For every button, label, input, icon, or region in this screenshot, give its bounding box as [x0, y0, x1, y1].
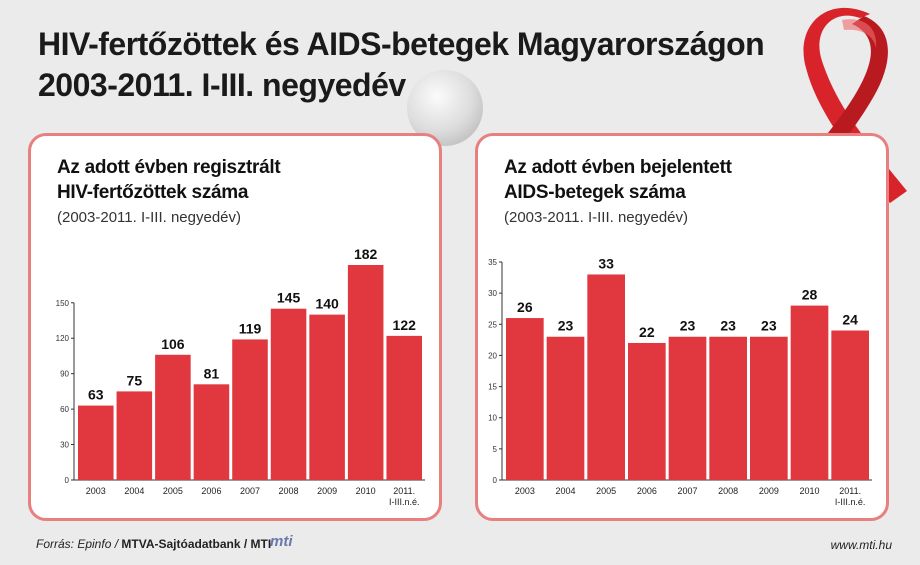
aids-x-tick-label: 2010 [799, 486, 819, 496]
aids-bar-value-label: 23 [680, 318, 696, 334]
hiv-y-tick-label: 0 [65, 476, 70, 485]
aids-x-tick-label: 2003 [515, 486, 535, 496]
hiv-x-tick-label: 2004 [124, 486, 144, 496]
hiv-x-tick-label: 2003 [86, 486, 106, 496]
aids-x-tick-label: 2011. [839, 486, 861, 496]
aids-x-tick-label: 2007 [677, 486, 697, 496]
hiv-x-tick-label: 2005 [163, 486, 183, 496]
aids-chart-panel: Az adott évben bejelentett AIDS-betegek … [475, 133, 889, 521]
aids-x-tick-label: 2009 [759, 486, 779, 496]
aids-bar [709, 336, 747, 480]
hiv-x-tick-label: 2008 [279, 486, 299, 496]
hiv-bar [347, 265, 384, 480]
hiv-y-tick-label: 120 [56, 334, 70, 343]
hiv-x-tick-label: I-III.n.é. [389, 497, 420, 507]
main-title-line1: HIV-fertőzöttek és AIDS-betegek Magyaror… [38, 26, 765, 62]
hiv-bar [232, 339, 268, 480]
aids-x-tick-label: 2008 [718, 486, 738, 496]
aids-y-tick-label: 10 [488, 414, 497, 423]
hiv-x-tick-label: 2007 [240, 486, 260, 496]
hiv-chart-title-line1: Az adott évben regisztrált [57, 157, 281, 178]
hiv-bar [386, 335, 422, 480]
aids-y-tick-label: 5 [493, 445, 498, 454]
aids-bar-value-label: 33 [598, 255, 614, 271]
aids-bar [790, 305, 829, 480]
aids-chart-title-line2: AIDS-betegek száma [504, 182, 686, 203]
aids-y-tick-label: 25 [488, 320, 497, 329]
hiv-bar [270, 308, 307, 480]
aids-bar [546, 336, 585, 480]
main-title-line2: 2003-2011. I-III. negyedév [38, 67, 406, 103]
hiv-bar-value-label: 63 [88, 387, 104, 403]
hiv-y-tick-label: 30 [60, 441, 69, 450]
aids-bar-value-label: 28 [802, 287, 818, 303]
hiv-x-tick-label: 2009 [317, 486, 337, 496]
hiv-bar-value-label: 106 [161, 336, 185, 352]
aids-bar [506, 318, 544, 480]
hiv-x-tick-label: 2011. [393, 486, 415, 496]
hiv-x-tick-label: 2010 [356, 486, 376, 496]
hiv-y-tick-label: 150 [56, 299, 70, 308]
hiv-x-tick-label: 2006 [201, 486, 221, 496]
aids-chart-title: Az adott évben bejelentett AIDS-betegek … [504, 155, 732, 205]
aids-x-tick-label: I-III.n.é. [835, 497, 866, 507]
hiv-bar-value-label: 119 [239, 320, 262, 336]
aids-bar-value-label: 22 [639, 324, 655, 340]
aids-bar [587, 274, 625, 480]
aids-bar-value-label: 26 [517, 299, 533, 315]
source-agency: MTVA-Sajtóadatbank / MTI [121, 537, 272, 551]
hiv-bar [193, 384, 230, 480]
aids-y-tick-label: 20 [488, 351, 497, 360]
aids-bar [628, 342, 666, 480]
hiv-bar-value-label: 75 [127, 372, 143, 388]
mti-logo: mti [270, 533, 293, 550]
aids-y-tick-label: 0 [493, 476, 498, 485]
aids-bar-value-label: 23 [761, 318, 777, 334]
hiv-bar-chart: 0 30 60 90 120 150 63 2003 75 2004 106 2005 81 2006 11… [56, 246, 425, 507]
hiv-bar-value-label: 182 [354, 246, 378, 262]
aids-x-tick-label: 2004 [555, 486, 575, 496]
aids-bar [831, 330, 869, 480]
aids-chart-subtitle: (2003-2011. I-III. negyedév) [504, 209, 688, 226]
aids-y-tick-label: 35 [488, 258, 497, 267]
aids-y-tick-label: 30 [488, 289, 497, 298]
hiv-bar-value-label: 81 [204, 365, 220, 381]
source-prefix: Forrás: Epinfo / [36, 537, 122, 551]
aids-bar [750, 336, 788, 480]
hiv-bar [155, 354, 191, 480]
aids-y-tick-label: 15 [488, 383, 497, 392]
source-url[interactable]: www.mti.hu [830, 538, 892, 552]
hiv-bar [78, 405, 114, 480]
aids-chart-title-line1: Az adott évben bejelentett [504, 157, 732, 178]
aids-bar-value-label: 23 [720, 318, 736, 334]
aids-x-tick-label: 2006 [637, 486, 657, 496]
aids-bar-value-label: 24 [842, 312, 858, 328]
hiv-bar [116, 391, 153, 480]
hiv-chart-panel: Az adott évben regisztrált HIV-fertőzött… [28, 133, 442, 521]
aids-bar [668, 336, 707, 480]
aids-x-tick-label: 2005 [596, 486, 616, 496]
hiv-chart-subtitle: (2003-2011. I-III. negyedév) [57, 209, 241, 226]
aids-bar-value-label: 23 [558, 318, 574, 334]
hiv-bar [309, 314, 345, 480]
source-credit: Forrás: Epinfo / MTVA-Sajtóadatbank / MT… [36, 537, 271, 551]
hiv-y-tick-label: 60 [60, 405, 69, 414]
hiv-bar-value-label: 140 [315, 296, 339, 312]
hiv-bar-value-label: 145 [277, 290, 301, 306]
aids-bar-chart: 0 5 10 15 20 25 30 35 26 2003 23 2004 33 2005 22 2006 23… [488, 255, 872, 507]
hiv-y-tick-label: 90 [60, 370, 69, 379]
hiv-bar-value-label: 122 [393, 317, 417, 333]
hiv-chart-title-line2: HIV-fertőzöttek száma [57, 182, 249, 203]
main-title: HIV-fertőzöttek és AIDS-betegek Magyaror… [38, 24, 765, 106]
hiv-chart-title: Az adott évben regisztrált HIV-fertőzött… [57, 155, 281, 205]
